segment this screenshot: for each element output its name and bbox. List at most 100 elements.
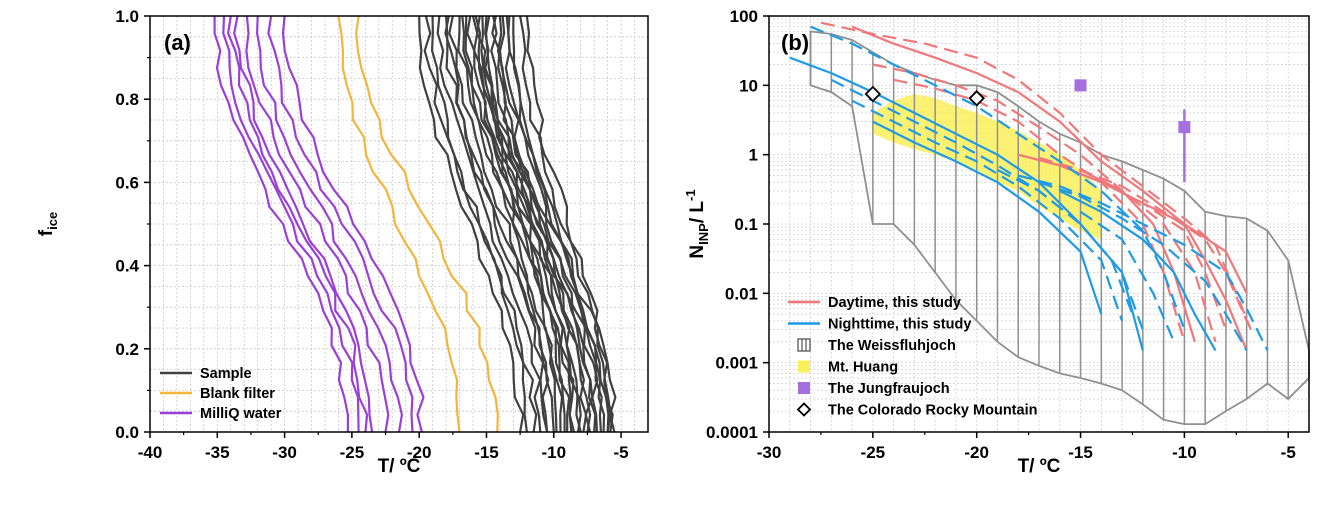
y-axis-title: fice [36, 212, 60, 236]
panel-a: -40 -35 -30 -25 -20 -15 -10 -5 0.0 0.2 0.4 0.6 0.8 1.… [36, 7, 649, 477]
y-tick-label: 0.8 [115, 90, 139, 109]
curve-0-18 [491, 15, 573, 433]
legend-label: The Weissfluhjoch [828, 338, 956, 354]
series-sample [418, 15, 617, 433]
x-axis-title: T/ ºC [1018, 456, 1061, 477]
curve-1-0 [337, 15, 461, 433]
colorado-point [968, 90, 985, 107]
y-axis-title: NINP/ L-1 [683, 189, 711, 258]
curve-2-6 [267, 15, 414, 433]
curve-0-20 [498, 15, 588, 433]
y-tick-label: 1.0 [115, 7, 139, 26]
panel-a-legend: Sample Blank filter MilliQ water [160, 366, 282, 422]
curve-2-1 [222, 15, 360, 433]
curve-0-2 [431, 15, 528, 433]
panel-label-a: (a) [164, 30, 191, 55]
y-tick-label: 100 [730, 7, 758, 26]
x-tick-label: -15 [474, 443, 499, 462]
y-tick-label: 0.4 [115, 257, 139, 276]
y-tick-label: 1 [749, 146, 758, 165]
legend-swatch [797, 338, 811, 352]
y-tick-label: 0.0001 [706, 423, 758, 442]
curve-1-9 [997, 169, 1134, 315]
x-tick-label: -30 [272, 443, 297, 462]
x-tick-label: -30 [757, 443, 782, 462]
curve-0-16 [485, 15, 558, 433]
curve-0-21 [504, 15, 594, 433]
curve-1-3 [851, 99, 1124, 322]
panel-b: -30 -25 -20 -15 -10 -5 0.0001 0.001 0.01 0.1 1 10 10… [683, 7, 1310, 477]
x-tick-label: -20 [964, 443, 989, 462]
colorado-point [864, 85, 882, 103]
y-tick-label: 0.6 [115, 173, 139, 192]
curve-1-5 [1017, 174, 1269, 351]
colorado-points [864, 85, 985, 107]
legend-swatch [798, 382, 810, 394]
series-milliq-water [213, 15, 425, 433]
curve-0-23 [512, 15, 606, 433]
y-tick-label: 0.2 [115, 340, 139, 359]
curve-2-3 [233, 15, 374, 433]
y-tick-label: 0.01 [725, 284, 758, 303]
x-tick-label: -25 [861, 443, 886, 462]
curve-0-17 [490, 15, 566, 432]
curve-0-24 [519, 15, 612, 433]
x-tick-label: -10 [541, 443, 566, 462]
legend-label: Nighttime, this study [828, 317, 971, 333]
x-tick-label: -20 [407, 443, 432, 462]
legend-label: MilliQ water [200, 406, 282, 422]
y-tick-label: 0.1 [734, 215, 758, 234]
legend-label: The Jungfraujoch [828, 381, 950, 397]
series-nighttime-this-study [789, 25, 1269, 352]
series-daytime-this-study [820, 21, 1252, 351]
curve-0-2 [872, 63, 1217, 343]
curve-1-0 [810, 25, 1186, 330]
curve-2-7 [281, 15, 425, 433]
x-tick-label: -5 [1281, 443, 1296, 462]
panel-b-y-ticks: 0.0001 0.001 0.01 0.1 1 10 100 [706, 7, 769, 442]
curve-2-0 [213, 16, 349, 432]
curve-0-0 [418, 15, 525, 433]
legend-label: Daytime, this study [828, 295, 961, 311]
legend-label: Blank filter [200, 386, 275, 402]
legend-swatch [796, 402, 812, 417]
curve-2-4 [245, 15, 390, 433]
x-axis-title: T/ ºC [378, 456, 421, 477]
curve-0-1 [851, 25, 1248, 351]
curve-0-6 [448, 15, 564, 433]
weissfluhjoch-range [809, 30, 1310, 425]
curve-0-19 [496, 15, 582, 433]
curve-2-5 [256, 15, 403, 433]
curve-0-6 [1059, 164, 1227, 330]
x-tick-label: -35 [205, 443, 230, 462]
panel-a-x-ticks: -40 -35 -30 -25 -20 -15 -10 -5 [138, 432, 629, 462]
curve-0-5 [444, 15, 555, 433]
curve-0-13 [475, 15, 610, 433]
x-tick-label: -10 [1172, 443, 1197, 462]
panel-a-grid [149, 16, 649, 432]
y-tick-label: 0.0 [115, 423, 139, 442]
curve-1-6 [1038, 181, 1248, 352]
jungfraujoch-point [1178, 121, 1191, 134]
panel-b-legend: Daytime, this study Nighttime, this study… [788, 295, 1037, 419]
curve-2-2 [227, 15, 369, 433]
curve-1-4 [872, 120, 1103, 315]
x-tick-label: -25 [340, 443, 365, 462]
jungfraujoch-points [1074, 79, 1191, 183]
series-blank-filter [337, 15, 499, 433]
curve-1-7 [1059, 189, 1217, 352]
x-tick-label: -40 [138, 443, 163, 462]
curve-1-8 [1079, 210, 1176, 343]
legend-swatch [798, 360, 810, 373]
curve-1-1 [355, 15, 499, 433]
panel-label-b: (b) [781, 30, 809, 55]
panel-b-x-ticks: -30 -25 -20 -15 -10 -5 [757, 432, 1296, 462]
jungfraujoch-point [1074, 79, 1087, 92]
curve-0-3 [436, 15, 542, 433]
legend-label: The Colorado Rocky Mountain [828, 403, 1037, 419]
y-tick-label: 0.001 [715, 354, 758, 373]
x-tick-label: -15 [1068, 443, 1093, 462]
x-tick-label: -5 [614, 443, 629, 462]
panel-a-y-ticks: 0.0 0.2 0.4 0.6 0.8 1.0 [115, 7, 150, 442]
